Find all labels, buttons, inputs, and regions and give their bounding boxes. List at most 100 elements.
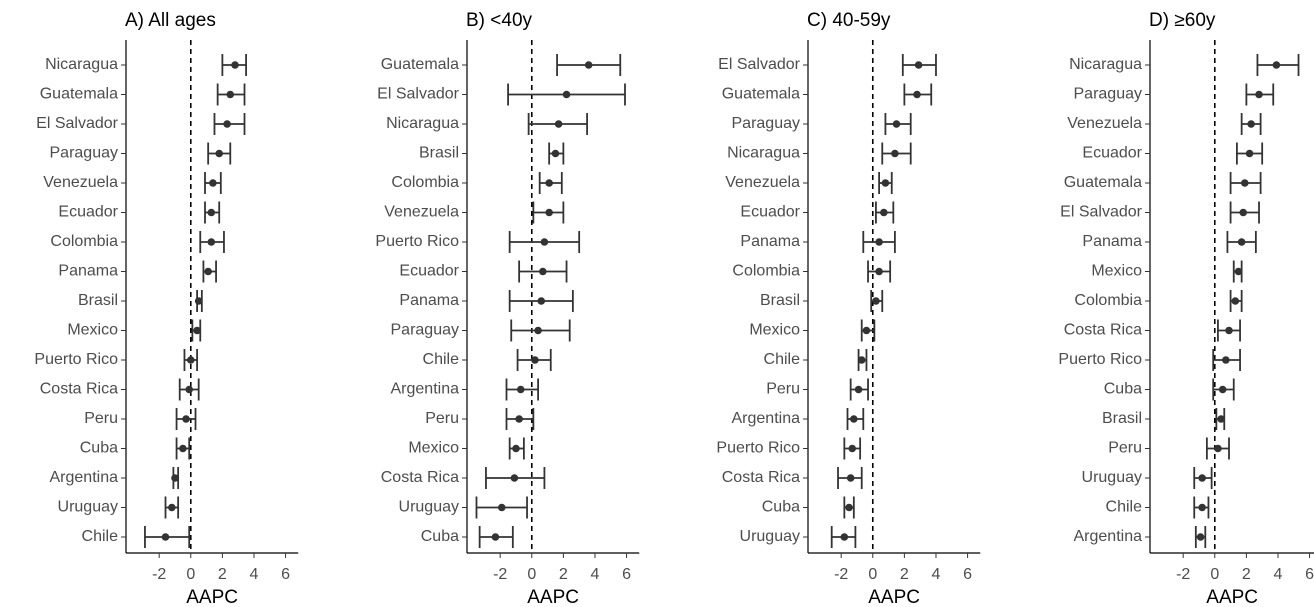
point [1231,297,1240,305]
category-label: Peru [425,410,459,427]
category-label: Mexico [408,440,459,457]
panel-title: D) ≥60y [1149,10,1216,31]
point [562,90,571,99]
category-label: Puerto Rico [1058,351,1142,368]
point [1198,474,1206,482]
point [881,179,890,187]
point [223,120,231,128]
point [1217,415,1225,423]
point [497,503,506,512]
category-label: Peru [1108,440,1142,457]
point [491,533,500,541]
x-tick-label: -2 [493,566,507,583]
point [1218,385,1227,394]
point [545,208,553,217]
point [862,326,871,335]
category-label: Colombia [391,174,459,191]
category-label: Chile [1106,499,1143,516]
point [168,503,176,512]
x-axis-label: AAPC [1206,587,1258,607]
point [1239,208,1248,217]
category-label: Uruguay [399,499,459,516]
category-label: Chile [82,528,119,545]
x-tick-label: 2 [559,566,568,583]
category-label: El Salvador [1060,204,1142,221]
category-label: Panama [399,292,459,309]
point [840,533,849,541]
category-label: Nicaragua [45,56,118,73]
x-tick-label: 6 [963,566,972,583]
category-label: Cuba [421,528,459,545]
point [215,149,224,158]
point [875,267,883,276]
point [161,533,170,541]
x-tick-label: 4 [250,566,259,583]
point [516,385,525,394]
point [1196,533,1205,541]
category-label: Chile [423,351,460,368]
x-axis-label: AAPC [186,587,238,607]
category-label: Brasil [760,292,800,309]
x-tick-label: 4 [932,566,941,583]
category-label: Costa Rica [1064,322,1142,339]
point [194,297,203,305]
point [1225,326,1233,335]
category-label: Mexico [67,322,118,339]
point [231,61,239,69]
point [209,179,217,187]
x-tick-label: 2 [900,566,909,583]
category-label: Peru [84,410,118,427]
x-tick-label: 0 [186,566,195,583]
category-label: Guatemala [722,86,800,103]
point [845,503,853,512]
point [880,208,888,217]
category-label: Cuba [762,499,800,516]
point [891,149,899,158]
category-label: Chile [764,351,801,368]
point [182,415,190,423]
x-tick-label: 6 [622,566,631,583]
category-label: Colombia [732,263,800,280]
point [1214,444,1222,453]
panel-title: A) All ages [125,10,216,31]
point [1234,267,1243,276]
category-label: Venezuela [1067,115,1142,132]
point [554,120,563,128]
point [1222,356,1230,364]
category-label: Colombia [50,233,118,250]
point [207,208,216,217]
point [534,326,542,335]
category-label: Panama [740,233,800,250]
category-label: Argentina [732,410,801,427]
category-label: Costa Rica [40,381,118,398]
x-tick-label: 0 [1210,566,1219,583]
category-label: Ecuador [399,263,459,280]
x-tick-label: 6 [1305,566,1314,583]
point [531,356,539,364]
category-label: El Salvador [36,115,118,132]
category-label: Argentina [391,381,460,398]
category-label: Paraguay [732,115,801,132]
category-label: Costa Rica [381,469,459,486]
point [848,444,857,453]
category-label: Guatemala [381,56,459,73]
x-tick-label: -2 [834,566,848,583]
point [185,385,193,394]
point [551,149,560,158]
category-label: Colombia [1074,292,1142,309]
category-label: Panama [1082,233,1142,250]
point [545,179,553,187]
x-axis-label: AAPC [868,587,920,607]
category-label: Nicaragua [1069,56,1142,73]
category-label: El Salvador [718,56,800,73]
point [1237,238,1246,246]
point [857,356,866,364]
category-label: Mexico [749,322,800,339]
category-label: Puerto Rico [34,351,118,368]
category-label: Guatemala [1064,174,1142,191]
x-tick-label: 0 [868,566,877,583]
x-tick-label: -2 [1176,566,1190,583]
point [207,238,216,246]
category-label: Cuba [1104,381,1142,398]
x-axis-label: AAPC [527,587,579,607]
